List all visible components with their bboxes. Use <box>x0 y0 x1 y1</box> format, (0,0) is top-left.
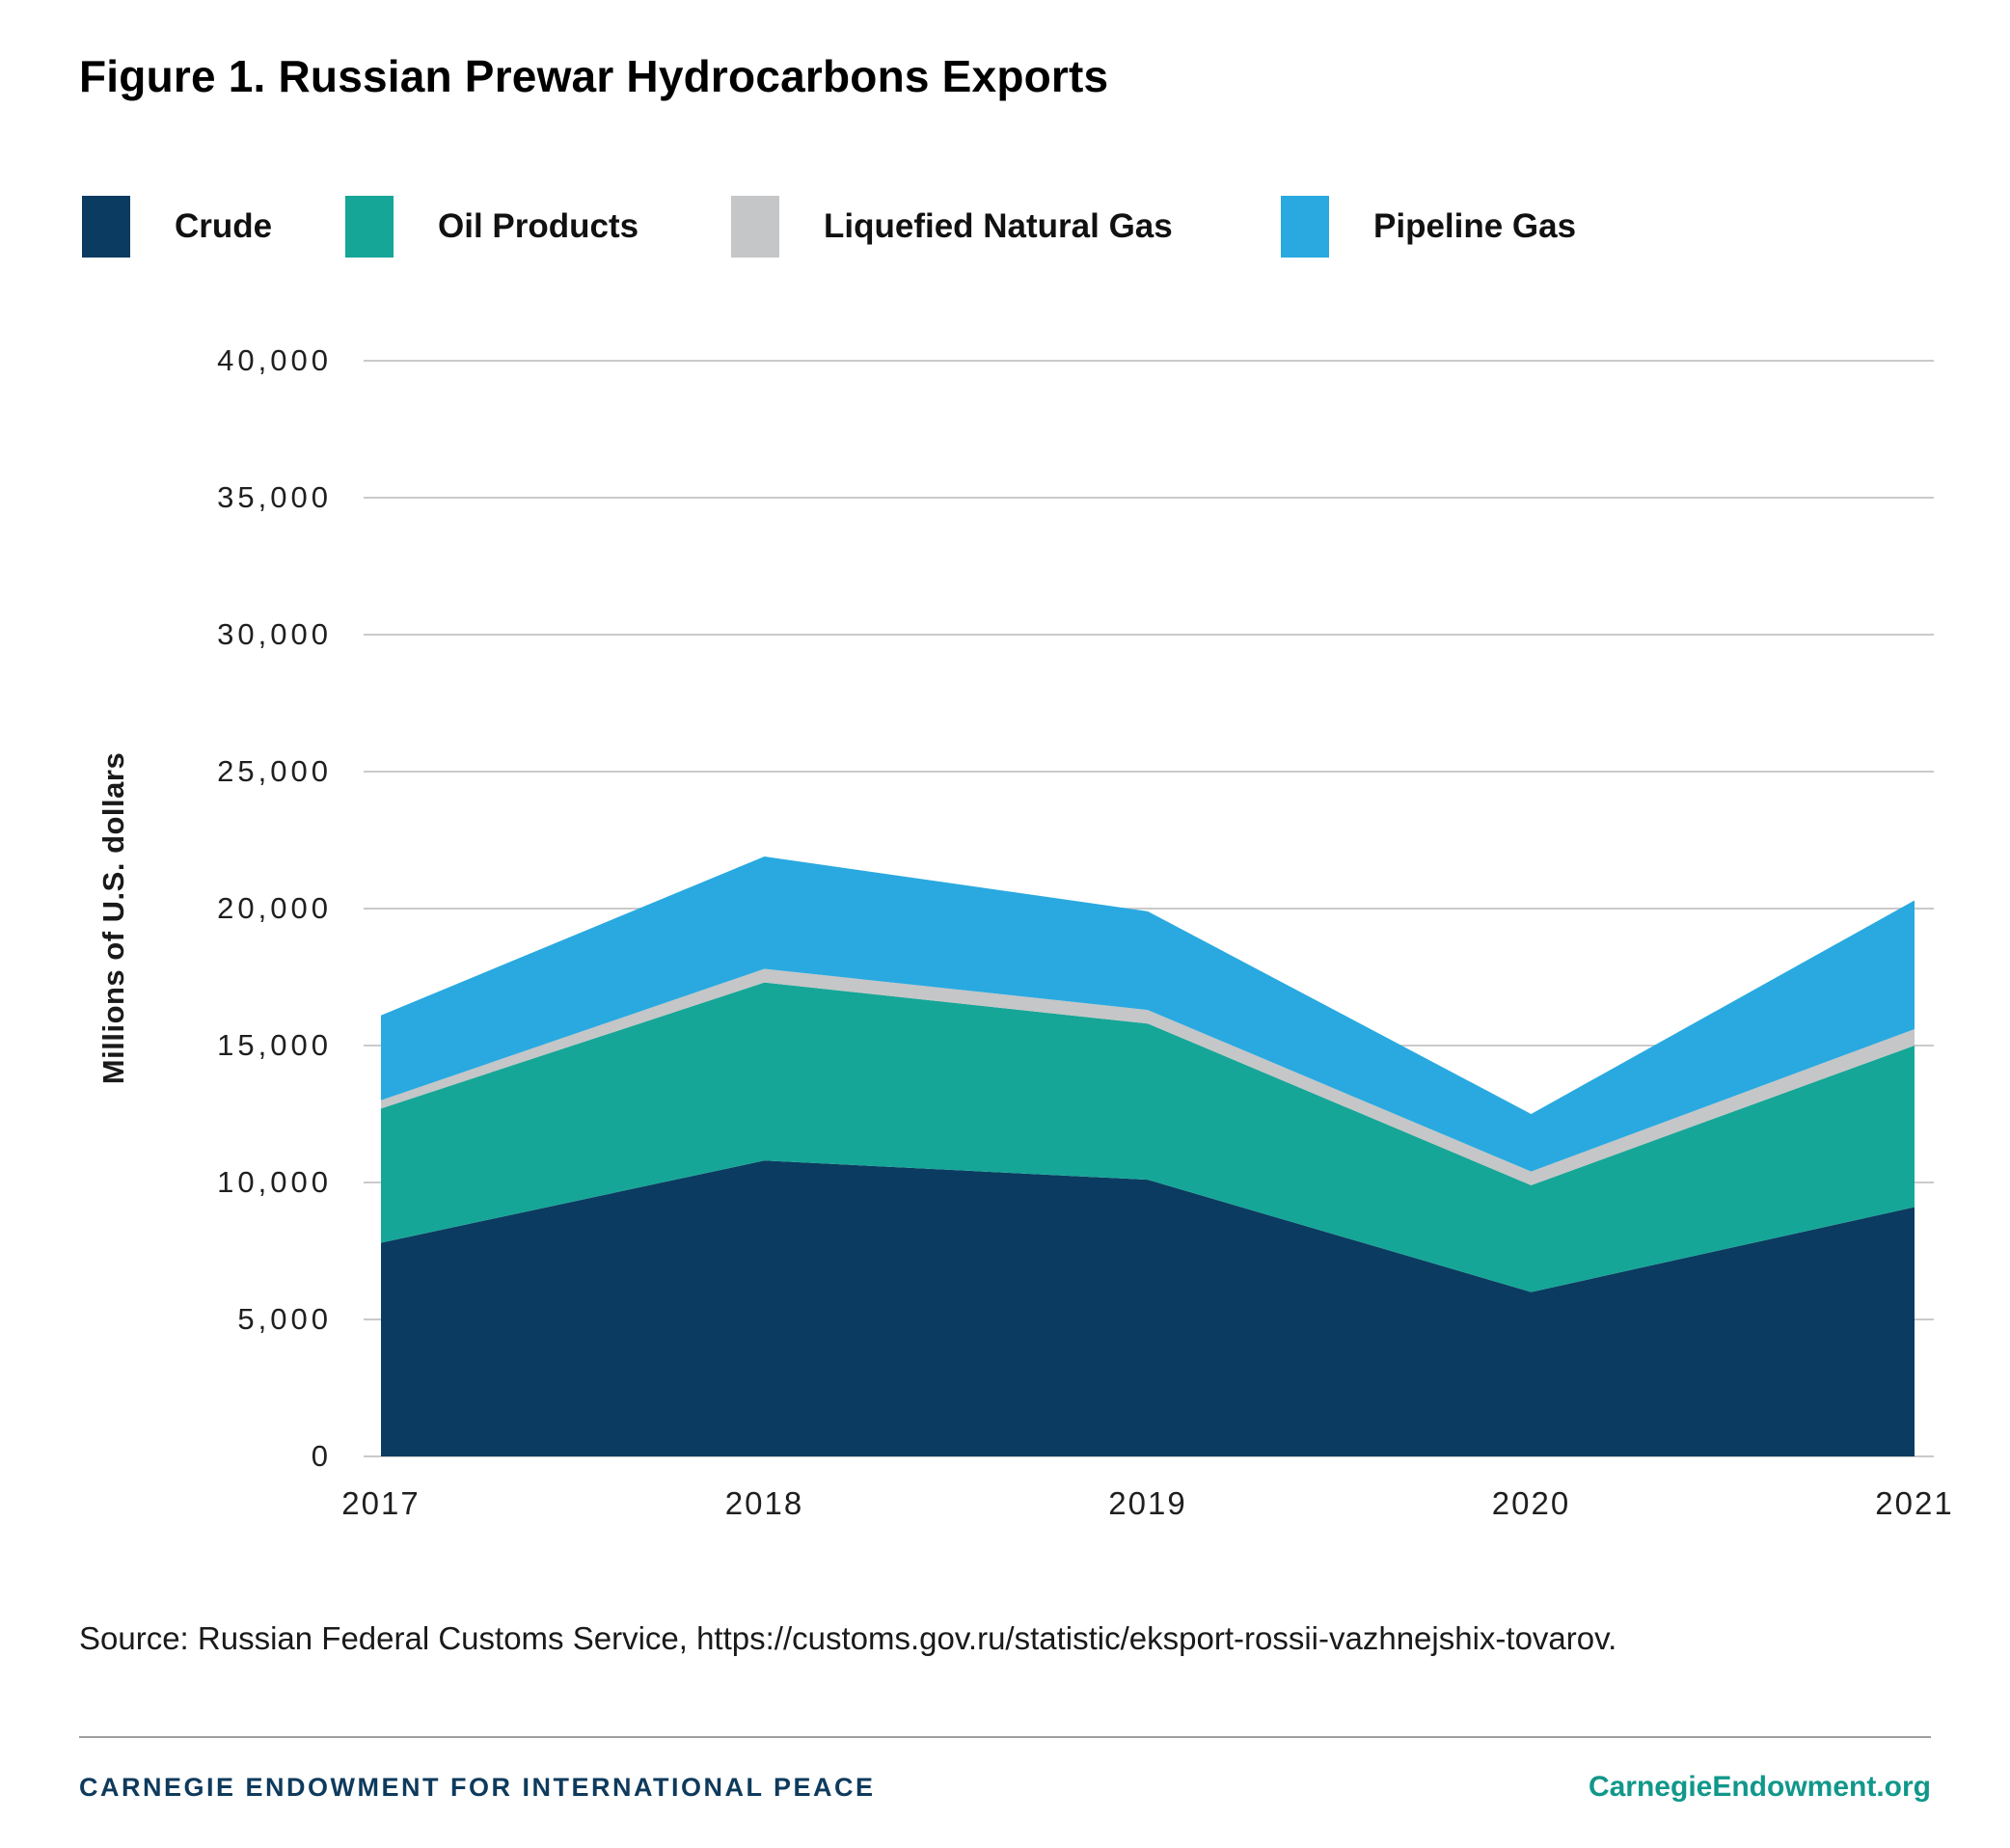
area-crude <box>381 1160 1915 1456</box>
y-tick-label: 15,000 <box>217 1028 332 1062</box>
y-tick-label: 10,000 <box>217 1165 332 1199</box>
footer-site-link[interactable]: CarnegieEndowment.org <box>1588 1771 1931 1803</box>
legend-item-crude: Crude <box>82 196 272 258</box>
legend-swatch-crude <box>82 196 130 258</box>
area-liquefied-natural-gas <box>381 968 1915 1185</box>
y-tick-label: 25,000 <box>217 754 332 788</box>
area-oil-products <box>381 982 1915 1292</box>
y-tick-label: 20,000 <box>217 891 332 925</box>
x-axis-label: 2018 <box>724 1485 804 1521</box>
legend-label-oil-products: Oil Products <box>438 207 639 245</box>
legend-item-oil-products: Oil Products <box>345 196 638 258</box>
legend-swatch-lng <box>731 196 779 258</box>
y-tick-label: 30,000 <box>217 617 332 651</box>
legend-swatch-pipeline-gas <box>1281 196 1329 258</box>
y-tick-label: 40,000 <box>217 343 332 377</box>
footer-org-name: CARNEGIE ENDOWMENT FOR INTERNATIONAL PEA… <box>79 1773 876 1802</box>
legend-label-crude: Crude <box>175 207 273 245</box>
legend-label-pipeline-gas: Pipeline Gas <box>1373 207 1577 245</box>
legend-item-pipeline-gas: Pipeline Gas <box>1281 196 1576 258</box>
figure-title: Figure 1. Russian Prewar Hydrocarbons Ex… <box>79 51 1109 101</box>
legend: Crude Oil Products Liquefied Natural Gas… <box>0 196 2010 258</box>
x-axis-label: 2019 <box>1108 1485 1187 1521</box>
x-axis-label: 2021 <box>1875 1485 1954 1521</box>
footer-divider <box>79 1736 1931 1738</box>
y-tick-label: 5,000 <box>237 1302 332 1336</box>
legend-swatch-oil-products <box>345 196 394 258</box>
legend-item-lng: Liquefied Natural Gas <box>731 196 1173 258</box>
legend-label-lng: Liquefied Natural Gas <box>824 207 1173 245</box>
x-axis-label: 2017 <box>341 1485 421 1521</box>
footer: CARNEGIE ENDOWMENT FOR INTERNATIONAL PEA… <box>79 1771 1931 1804</box>
x-axis-label: 2020 <box>1491 1485 1571 1521</box>
y-tick-label: 35,000 <box>217 480 332 514</box>
y-tick-label: 0 <box>311 1439 332 1473</box>
area-pipeline-gas <box>381 856 1915 1172</box>
source-note: Source: Russian Federal Customs Service,… <box>79 1620 1617 1656</box>
